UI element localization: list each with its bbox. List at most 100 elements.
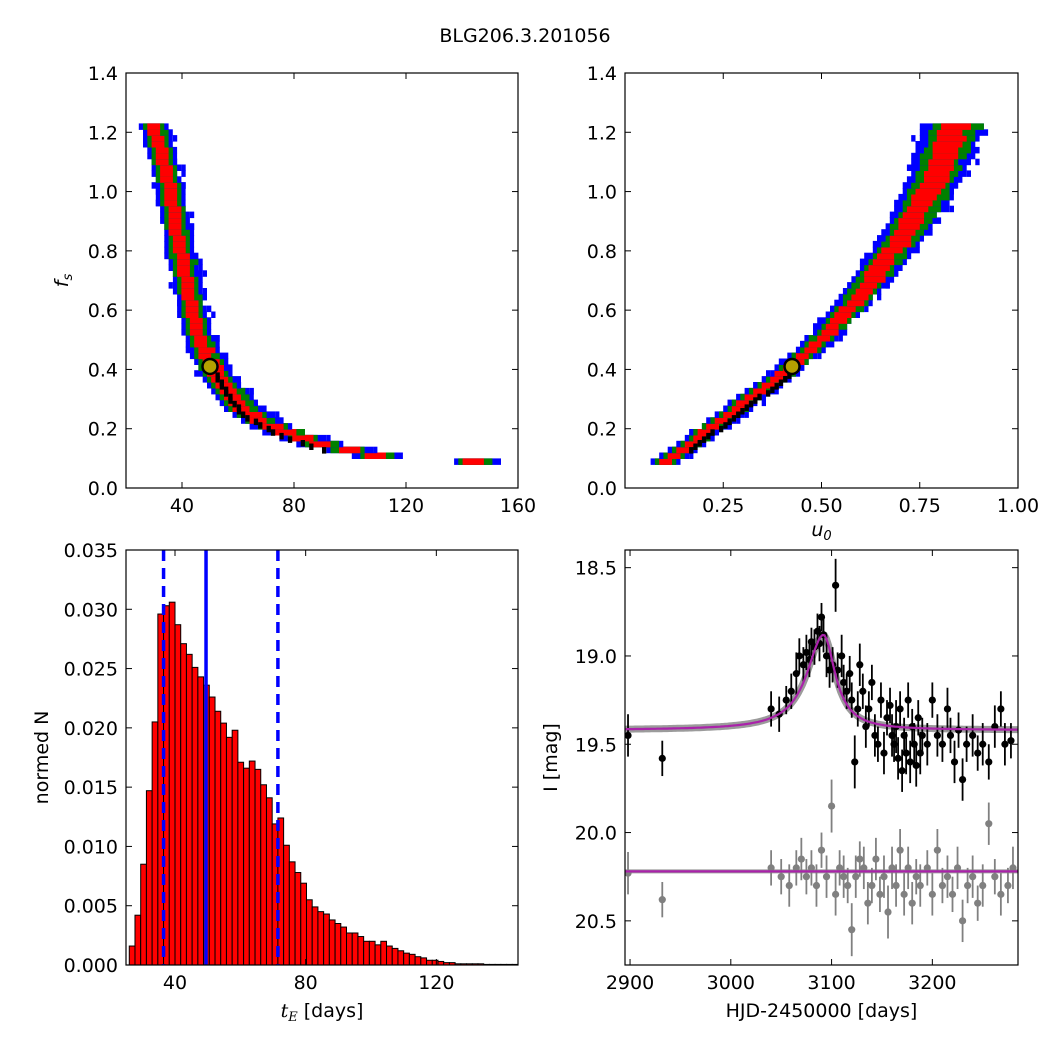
posterior-cell-inner xyxy=(177,270,190,277)
posterior-cell-inner xyxy=(189,317,203,324)
posterior-cell-inner xyxy=(838,305,856,313)
data-point xyxy=(906,758,914,766)
data-point xyxy=(822,652,831,660)
posterior-cell-inner xyxy=(160,176,173,183)
data-point xyxy=(902,749,910,757)
x-tick-label: 120 xyxy=(418,972,454,994)
posterior-cell-inner xyxy=(902,211,925,219)
histogram-bar xyxy=(386,945,393,966)
posterior-cell-inner xyxy=(830,317,848,324)
histogram-bar xyxy=(426,959,433,966)
posterior-cell-inner xyxy=(147,129,161,136)
residual-point xyxy=(1004,881,1012,890)
histogram-bar xyxy=(283,844,290,966)
posterior-cell-inner xyxy=(936,135,967,142)
posterior-cell-inner xyxy=(906,205,929,213)
residual-point xyxy=(912,873,920,881)
data-point xyxy=(991,722,999,731)
y-tick-label: 0.005 xyxy=(64,896,118,918)
posterior-cell-outer xyxy=(207,305,212,313)
y-tick-label: 1.2 xyxy=(88,122,118,144)
posterior-cell-inner xyxy=(928,158,954,166)
histogram-bar xyxy=(294,872,302,966)
histogram-bar xyxy=(328,919,336,966)
residual-point xyxy=(864,899,872,907)
data-point xyxy=(933,731,941,740)
residual-point xyxy=(868,881,876,890)
posterior-cell-inner xyxy=(241,411,263,418)
data-point xyxy=(1001,740,1009,748)
histogram-bar xyxy=(225,736,233,966)
posterior-cell-inner xyxy=(185,311,199,318)
histogram-bar xyxy=(248,760,256,966)
posterior-cell-outer xyxy=(877,293,882,301)
data-point xyxy=(894,754,902,762)
posterior-mode-cell xyxy=(710,429,715,436)
posterior-cell-inner xyxy=(177,252,190,260)
data-point xyxy=(912,761,920,770)
posterior-cell-inner xyxy=(168,205,182,213)
data-point xyxy=(862,722,870,731)
posterior-cell-inner xyxy=(898,223,920,230)
data-point xyxy=(792,670,800,678)
posterior-cell-inner xyxy=(795,352,809,360)
histogram-bar xyxy=(243,767,250,966)
posterior-cell-outer xyxy=(194,370,199,377)
posterior-cell-inner xyxy=(693,434,707,442)
residual-point xyxy=(785,881,793,890)
histogram-bar xyxy=(237,761,245,966)
histogram-bar xyxy=(197,676,205,966)
y-axis-label: I [mag] xyxy=(540,723,562,792)
posterior-cell-outer xyxy=(744,411,749,418)
posterior-mode-cell xyxy=(770,386,775,394)
residual-point xyxy=(964,881,972,890)
posterior-mode-cell xyxy=(731,415,737,422)
figure-title: BLG206.3.201056 xyxy=(439,25,610,47)
posterior-cell-outer xyxy=(249,387,254,395)
posterior-cell-inner xyxy=(164,188,178,195)
y-tick-label: 0.2 xyxy=(88,419,118,441)
data-point xyxy=(856,661,864,669)
posterior-mode-cell xyxy=(236,408,242,415)
posterior-cell-inner xyxy=(462,458,484,465)
y-axis-label: normed N xyxy=(31,711,53,805)
data-point xyxy=(969,731,977,740)
posterior-mode-cell xyxy=(701,436,707,443)
posterior-mode-cell xyxy=(719,425,724,433)
histogram-bar xyxy=(391,947,399,966)
posterior-cell-outer xyxy=(198,264,203,271)
posterior-cell-inner xyxy=(834,311,852,318)
posterior-cell-inner xyxy=(181,293,195,301)
residual-point xyxy=(884,908,892,916)
residual-point xyxy=(997,890,1005,898)
histogram-bar xyxy=(346,932,353,966)
x-tick-label: 1.00 xyxy=(997,495,1039,517)
x-axis-label: HJD-2450000 [days] xyxy=(726,1000,918,1022)
posterior-mode-cell xyxy=(736,411,741,418)
posterior-cell-outer xyxy=(275,411,280,418)
axes-frame xyxy=(624,72,1019,489)
data-point xyxy=(918,731,926,740)
posterior-cell-outer xyxy=(177,299,182,307)
data-point xyxy=(1007,737,1015,745)
posterior-cell-inner xyxy=(659,458,672,465)
residual-point xyxy=(832,890,840,898)
data-point xyxy=(851,758,859,766)
x-tick-label: 2900 xyxy=(606,972,654,994)
residual-point xyxy=(969,873,977,881)
residual-point xyxy=(658,896,666,904)
posterior-mode-cell xyxy=(689,447,694,454)
y-axis-label: fs xyxy=(51,274,76,288)
posterior-cell-inner xyxy=(667,452,681,459)
data-point xyxy=(868,678,876,687)
model-curve xyxy=(625,633,1018,731)
posterior-mode-cell xyxy=(232,400,237,408)
histogram-bar xyxy=(368,940,376,966)
posterior-cell-inner xyxy=(932,146,959,154)
histogram-bar xyxy=(208,696,216,966)
posterior-cell-inner xyxy=(364,452,386,459)
posterior-cell-outer xyxy=(975,158,980,166)
x-tick-label: 3200 xyxy=(908,972,956,994)
posterior-cell-inner xyxy=(684,440,698,448)
posterior-mode-cell xyxy=(270,429,276,436)
